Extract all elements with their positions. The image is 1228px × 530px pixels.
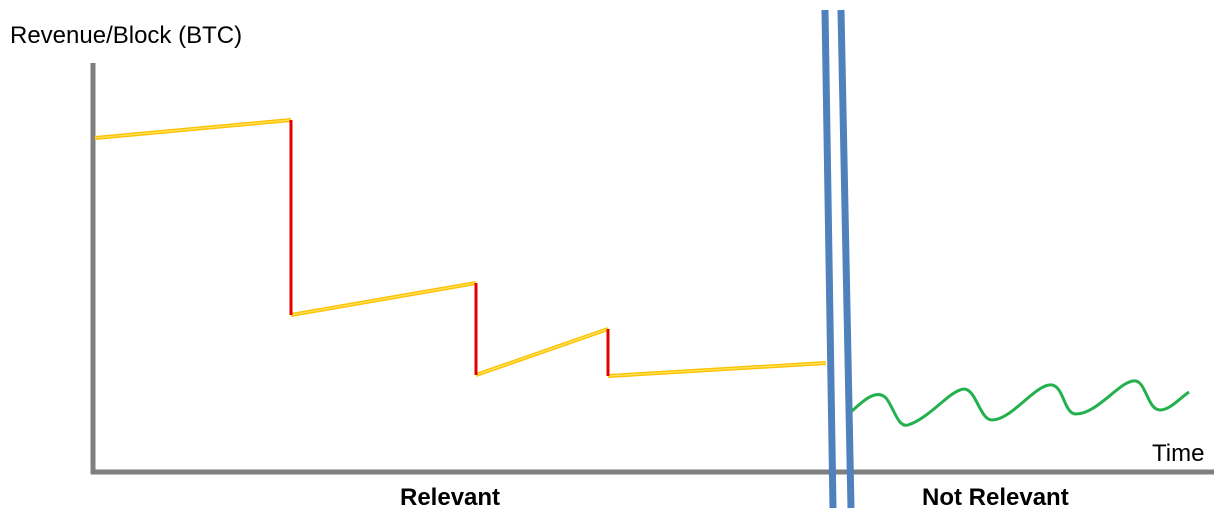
axis-break-marker [821,9,855,509]
revenue-segment-4-inner [607,362,827,377]
not-relevant-region-label: Not Relevant [922,484,1069,511]
revenue-segment-2-inner [290,282,477,316]
revenue-segment-3-inner [475,328,609,376]
x-axis-label: Time [1152,440,1205,467]
revenue-segments [94,118,827,378]
post-break-oscillation [850,379,1190,427]
y-axis-label: Revenue/Block (BTC) [10,22,243,49]
relevant-region-label: Relevant [400,484,501,511]
axis-break-line-1 [821,9,837,509]
halving-drops [289,120,610,376]
axis-break-line-2 [837,9,855,509]
revenue-segment-1-inner [94,119,292,139]
